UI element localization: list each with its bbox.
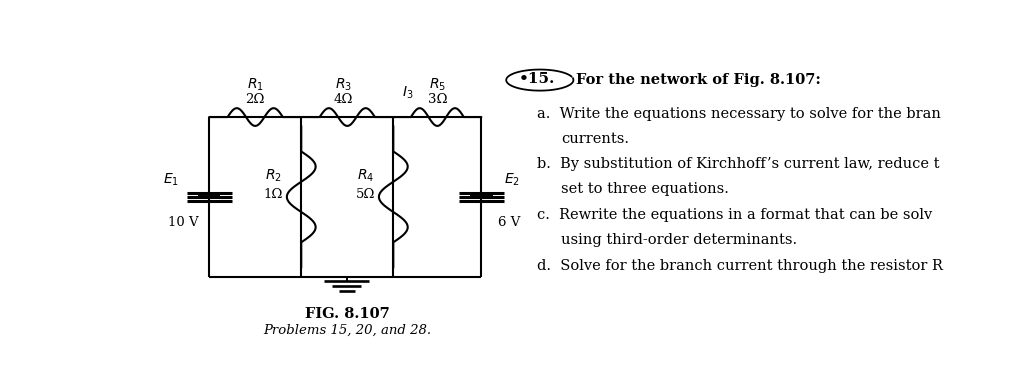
Text: c.  Rewrite the equations in a format that can be solv: c. Rewrite the equations in a format tha… — [537, 208, 933, 222]
Text: d.  Solve for the branch current through the resistor R: d. Solve for the branch current through … — [537, 259, 943, 273]
Text: $R_5$: $R_5$ — [429, 76, 446, 93]
Text: set to three equations.: set to three equations. — [562, 182, 729, 197]
Text: 4Ω: 4Ω — [334, 93, 353, 106]
Text: using third-order determinants.: using third-order determinants. — [562, 233, 797, 247]
Text: For the network of Fig. 8.107:: For the network of Fig. 8.107: — [575, 73, 821, 87]
Text: a.  Write the equations necessary to solve for the bran: a. Write the equations necessary to solv… — [537, 107, 941, 121]
Text: 2Ω: 2Ω — [246, 93, 264, 106]
Text: $R_1$: $R_1$ — [247, 76, 263, 93]
Text: currents.: currents. — [562, 132, 629, 146]
Text: FIG. 8.107: FIG. 8.107 — [305, 307, 389, 321]
Text: $R_2$: $R_2$ — [264, 167, 282, 184]
Text: b.  By substitution of Kirchhoff’s current law, reduce t: b. By substitution of Kirchhoff’s curren… — [537, 157, 940, 171]
Text: Problems 15, 20, and 28.: Problems 15, 20, and 28. — [262, 324, 431, 337]
Text: 3Ω: 3Ω — [428, 93, 447, 106]
Text: 10 V: 10 V — [168, 217, 199, 229]
Text: •15.: •15. — [520, 72, 556, 86]
Text: $I_3$: $I_3$ — [402, 84, 413, 101]
Text: $R_3$: $R_3$ — [335, 76, 352, 93]
Text: $E_1$: $E_1$ — [163, 172, 179, 188]
Text: $E_2$: $E_2$ — [504, 172, 520, 188]
Text: 6 V: 6 V — [498, 217, 521, 229]
Text: 1Ω: 1Ω — [263, 188, 283, 201]
Text: 5Ω: 5Ω — [355, 188, 375, 201]
Text: $R_4$: $R_4$ — [356, 167, 374, 184]
